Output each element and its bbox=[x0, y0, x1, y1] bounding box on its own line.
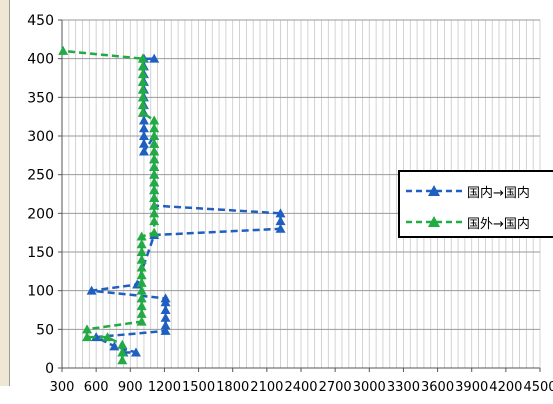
y-tick-label: 350 bbox=[27, 90, 54, 106]
data-point bbox=[137, 107, 148, 117]
data-point bbox=[117, 347, 128, 357]
data-point bbox=[136, 262, 147, 272]
data-point bbox=[149, 123, 160, 133]
legend-item-domestic: 国内→国内 bbox=[404, 180, 530, 202]
x-tick-label: 2700 bbox=[319, 380, 352, 395]
x-tick-label: 600 bbox=[84, 380, 109, 395]
data-point bbox=[160, 312, 171, 322]
data-point bbox=[138, 123, 149, 133]
y-tick-label: 450 bbox=[27, 13, 54, 29]
data-point bbox=[138, 115, 149, 125]
x-tick-label: 3900 bbox=[455, 380, 488, 395]
x-tick-label: 4200 bbox=[489, 380, 522, 395]
data-point bbox=[149, 138, 160, 148]
y-tick-label: 0 bbox=[45, 361, 54, 377]
series-1 bbox=[58, 45, 160, 365]
data-point bbox=[137, 76, 148, 86]
data-point bbox=[130, 347, 141, 357]
data-point bbox=[149, 131, 160, 140]
data-point bbox=[117, 355, 128, 365]
series-line-0 bbox=[91, 57, 282, 354]
data-point bbox=[160, 293, 171, 303]
data-point bbox=[58, 45, 69, 55]
data-point bbox=[149, 154, 160, 164]
data-point bbox=[149, 146, 160, 156]
tick-labels: 0 50 100 150 200 250 300 350 400 450 300 600 900 1200… bbox=[27, 13, 553, 395]
data-point bbox=[136, 254, 147, 264]
legend-swatch-overseas bbox=[406, 216, 462, 227]
data-point bbox=[275, 208, 286, 218]
data-point bbox=[149, 216, 160, 226]
data-point bbox=[136, 270, 147, 280]
data-point bbox=[117, 339, 128, 349]
data-point bbox=[91, 332, 102, 342]
x-tick-label: 900 bbox=[118, 380, 143, 395]
data-point bbox=[160, 325, 171, 335]
data-point bbox=[86, 285, 97, 295]
data-point bbox=[138, 146, 149, 156]
data-point bbox=[136, 231, 147, 241]
y-tick-label: 300 bbox=[27, 129, 54, 145]
y-tick-label: 400 bbox=[27, 52, 54, 68]
data-point bbox=[149, 177, 160, 187]
y-tick-label: 150 bbox=[27, 245, 54, 261]
data-point bbox=[160, 320, 171, 330]
data-point bbox=[136, 293, 147, 303]
x-tick-label: 1200 bbox=[148, 380, 181, 395]
legend-item-overseas: 国外→国内 bbox=[404, 211, 530, 233]
data-point bbox=[149, 192, 160, 202]
data-point bbox=[138, 138, 149, 148]
x-tick-label: 3600 bbox=[421, 380, 454, 395]
data-point bbox=[149, 161, 160, 171]
data-point bbox=[136, 277, 147, 287]
legend-label-domestic: 国内→国内 bbox=[467, 185, 530, 201]
data-point bbox=[136, 316, 147, 326]
x-tick-label: 3000 bbox=[353, 380, 386, 395]
x-tick-label: 1800 bbox=[216, 380, 249, 395]
data-point bbox=[160, 305, 171, 314]
left-strip bbox=[0, 0, 10, 386]
data-point bbox=[137, 84, 148, 94]
data-point bbox=[82, 324, 93, 334]
data-point bbox=[149, 169, 160, 179]
y-tick-label: 100 bbox=[27, 284, 54, 300]
data-point bbox=[149, 185, 160, 195]
data-point bbox=[149, 227, 160, 237]
data-point bbox=[149, 208, 160, 218]
data-point bbox=[136, 247, 147, 256]
data-point bbox=[82, 332, 93, 342]
data-point bbox=[137, 53, 148, 63]
data-point bbox=[102, 332, 113, 342]
data-point bbox=[138, 131, 149, 140]
series-layer bbox=[58, 45, 286, 365]
data-point bbox=[136, 285, 147, 295]
y-tick-label: 200 bbox=[27, 206, 54, 222]
data-point bbox=[149, 115, 160, 125]
chart-axes bbox=[58, 19, 541, 372]
data-point bbox=[136, 308, 147, 318]
data-point bbox=[109, 341, 120, 351]
data-point bbox=[149, 53, 160, 63]
data-point bbox=[136, 239, 147, 249]
data-point bbox=[137, 100, 148, 110]
x-tick-label: 4500 bbox=[523, 380, 553, 395]
data-point bbox=[137, 92, 148, 102]
x-tick-label: 1500 bbox=[182, 380, 215, 395]
legend-swatch-domestic bbox=[406, 185, 462, 196]
data-point bbox=[149, 200, 160, 210]
legend: 国内→国内 国外→国内 bbox=[398, 170, 553, 238]
data-point bbox=[136, 301, 147, 311]
data-point bbox=[137, 61, 148, 71]
x-tick-label: 2400 bbox=[284, 380, 317, 395]
x-tick-label: 3300 bbox=[387, 380, 420, 395]
data-point bbox=[275, 216, 286, 226]
x-tick-label: 2100 bbox=[250, 380, 283, 395]
data-point bbox=[137, 69, 148, 79]
y-tick-label: 250 bbox=[27, 168, 54, 184]
x-tick-label: 300 bbox=[50, 380, 75, 395]
legend-label-overseas: 国外→国内 bbox=[467, 216, 530, 232]
data-point bbox=[275, 223, 286, 233]
y-tick-label: 50 bbox=[36, 322, 54, 338]
